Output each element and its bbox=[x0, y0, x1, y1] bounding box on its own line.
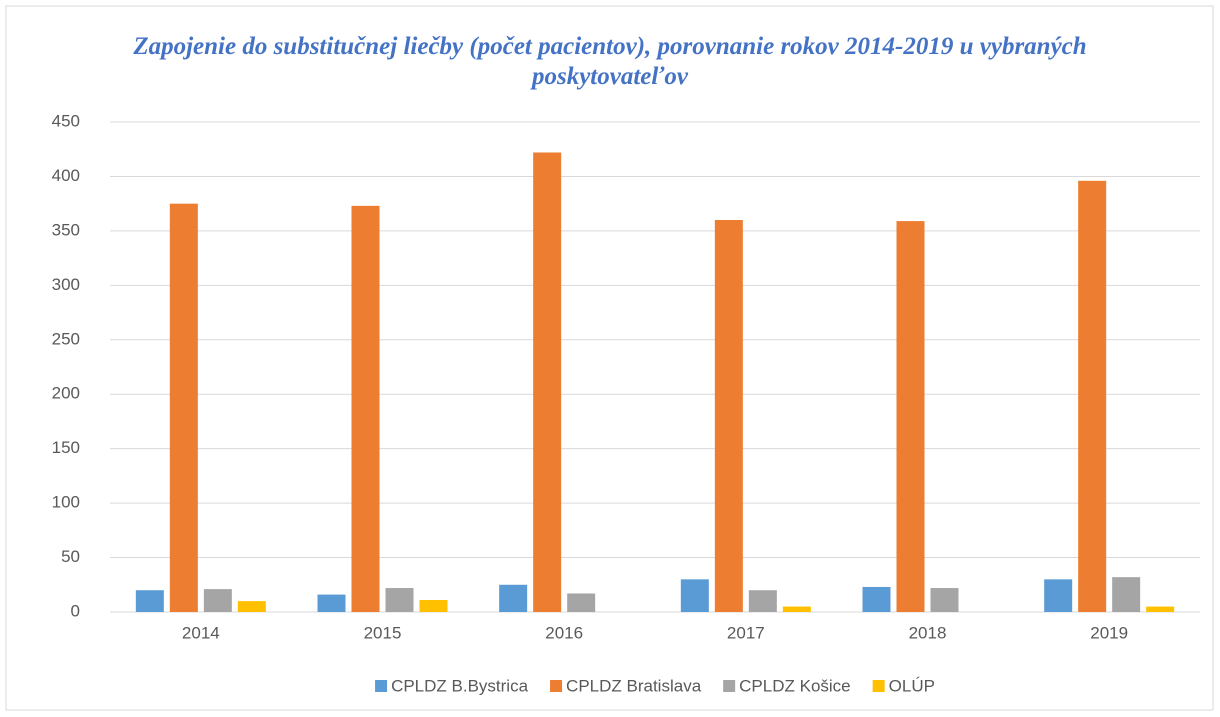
bar bbox=[203, 589, 232, 612]
bar bbox=[930, 588, 959, 612]
bar bbox=[385, 588, 414, 612]
bar bbox=[499, 584, 528, 612]
y-tick-label: 200 bbox=[52, 384, 80, 403]
chart-title: Zapojenie do substitučnej liečby (počet … bbox=[133, 33, 1087, 90]
bar bbox=[135, 590, 164, 612]
y-tick-label: 0 bbox=[71, 601, 80, 620]
bar bbox=[237, 601, 266, 612]
x-tick-label: 2016 bbox=[545, 623, 583, 642]
bar bbox=[862, 586, 891, 612]
bar bbox=[782, 606, 811, 612]
y-tick-label: 400 bbox=[52, 166, 80, 185]
bar bbox=[748, 590, 777, 612]
y-tick-label: 300 bbox=[52, 275, 80, 294]
legend-label: OLÚP bbox=[889, 676, 935, 695]
legend-swatch bbox=[550, 680, 563, 692]
x-tick-label: 2015 bbox=[364, 623, 402, 642]
bar bbox=[714, 220, 743, 612]
x-tick-label: 2014 bbox=[182, 623, 220, 642]
y-tick-label: 150 bbox=[52, 438, 80, 457]
x-tick-label: 2017 bbox=[727, 623, 765, 642]
bar bbox=[351, 205, 380, 612]
y-tick-label: 100 bbox=[52, 493, 80, 512]
legend-label: CPLDZ B.Bystrica bbox=[391, 676, 529, 695]
bar bbox=[1112, 577, 1141, 612]
bar bbox=[317, 594, 346, 612]
bar bbox=[419, 600, 448, 612]
bar bbox=[1044, 579, 1073, 612]
legend-label: CPLDZ Košice bbox=[739, 676, 850, 695]
bar bbox=[169, 203, 198, 612]
bar bbox=[896, 221, 925, 613]
x-tick-label: 2019 bbox=[1090, 623, 1128, 642]
bar bbox=[533, 152, 562, 612]
x-tick-label: 2018 bbox=[909, 623, 947, 642]
y-tick-label: 450 bbox=[52, 111, 80, 130]
bar bbox=[567, 593, 596, 612]
legend-swatch bbox=[375, 680, 388, 692]
y-tick-label: 350 bbox=[52, 220, 80, 239]
legend-swatch bbox=[723, 680, 736, 692]
y-tick-label: 250 bbox=[52, 329, 80, 348]
y-tick-label: 50 bbox=[61, 547, 80, 566]
bar bbox=[1146, 606, 1175, 612]
bar bbox=[680, 579, 709, 612]
bar bbox=[1078, 180, 1107, 613]
chart-border bbox=[5, 5, 1214, 711]
legend-label: CPLDZ Bratislava bbox=[566, 676, 702, 695]
legend-swatch bbox=[872, 680, 885, 692]
